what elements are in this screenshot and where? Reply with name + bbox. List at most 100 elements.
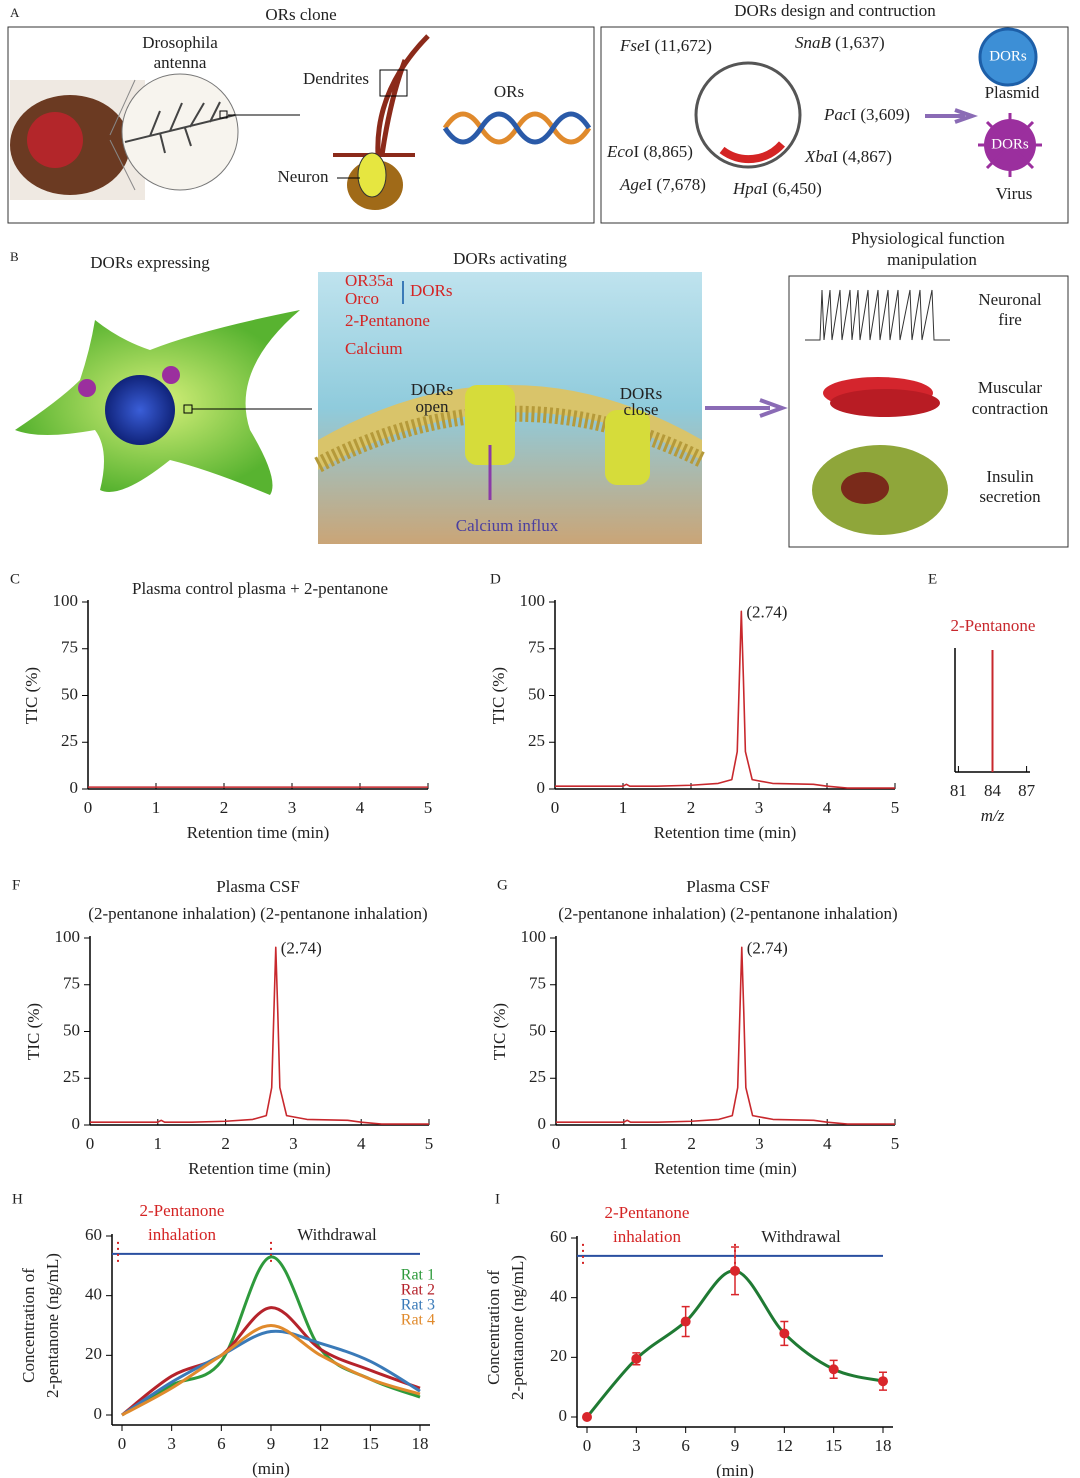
y-tick-label: 0 xyxy=(559,1406,568,1425)
label: DORs xyxy=(989,48,1027,64)
y-tick-label: 75 xyxy=(529,974,546,993)
panel-label: E xyxy=(928,571,937,587)
data-point xyxy=(730,1265,740,1276)
y-tick-label: 0 xyxy=(538,1114,547,1133)
x-tick-label: 1 xyxy=(620,1134,629,1153)
enzyme: Pac xyxy=(823,105,851,124)
x-axis-label: m/z xyxy=(981,806,1005,825)
panel-title: DORs activating xyxy=(453,249,567,268)
annotation: (2.74) xyxy=(281,938,322,957)
label: Neuron xyxy=(278,167,329,186)
x-tick-label: 2 xyxy=(687,1134,696,1153)
label: close xyxy=(624,400,659,419)
dna xyxy=(442,111,592,145)
x-tick-label: 0 xyxy=(552,1134,561,1153)
x-tick-label: 3 xyxy=(755,798,764,817)
label: Insulin xyxy=(986,467,1034,486)
x-tick-label: 15 xyxy=(825,1436,842,1455)
nucleus xyxy=(105,375,175,445)
annotation: Withdrawal xyxy=(297,1225,377,1244)
x-tick-label: 5 xyxy=(891,1134,900,1153)
panel-label: D xyxy=(490,571,501,587)
site-position: I (7,678) xyxy=(646,175,705,194)
data-line xyxy=(90,946,429,1125)
label: contraction xyxy=(972,399,1049,418)
y-tick-label: 20 xyxy=(550,1346,567,1365)
label: Muscular xyxy=(978,378,1043,397)
annotation: (2.74) xyxy=(747,938,788,957)
x-tick-label: 4 xyxy=(357,1134,366,1153)
y-tick-label: 75 xyxy=(61,638,78,657)
chart-title: 2-Pentanone xyxy=(951,616,1036,635)
box xyxy=(219,110,228,119)
y-axis-label: 2-pentanone (ng/mL) xyxy=(508,1255,527,1400)
restriction-site: EcoI (8,865) xyxy=(606,142,693,161)
legend-entry: Rat 3 xyxy=(401,1297,435,1314)
bilayer xyxy=(318,385,702,470)
chart-title: Plasma control plasma + 2-pentanone xyxy=(132,579,388,598)
panel-label: B xyxy=(10,249,19,264)
y-tick-label: 25 xyxy=(528,731,545,750)
y-tick-label: 0 xyxy=(70,778,79,797)
x-tick-label: 0 xyxy=(551,798,560,817)
annotation: (2.74) xyxy=(746,602,787,621)
label: Dendrites xyxy=(303,69,369,88)
x-tick-label: 5 xyxy=(891,798,900,817)
annotation: 2-Pentanone xyxy=(605,1203,690,1222)
legend-group: DORs xyxy=(410,281,453,300)
y-tick-label: 40 xyxy=(550,1287,567,1306)
y-tick-label: 0 xyxy=(94,1404,103,1423)
panel-title: manipulation xyxy=(887,250,977,269)
x-axis-label: Retention time (min) xyxy=(187,823,330,842)
label: DORs xyxy=(991,136,1029,152)
y-axis-label: TIC (%) xyxy=(489,667,508,724)
y-tick-label: 0 xyxy=(537,778,546,797)
arrow xyxy=(925,108,979,124)
y-tick-label: 60 xyxy=(550,1227,567,1246)
plasmid-map xyxy=(694,61,802,169)
y-axis-label: Concentration of xyxy=(19,1268,38,1383)
data-point xyxy=(582,1412,592,1422)
channel xyxy=(605,410,650,485)
virus xyxy=(78,379,96,397)
x-tick-label: 0 xyxy=(118,1434,127,1453)
y-tick-label: 50 xyxy=(63,1020,80,1039)
plasmid-icon xyxy=(978,27,1038,87)
legend-entry: Orco xyxy=(345,289,379,308)
enzyme: Hpa xyxy=(732,179,762,198)
y-tick-label: 100 xyxy=(55,927,81,946)
label: Plasmid xyxy=(985,83,1040,102)
panel-label: I xyxy=(495,1191,500,1207)
y-tick-label: 0 xyxy=(72,1114,81,1133)
data-line xyxy=(121,1329,421,1417)
panel-label: G xyxy=(497,877,508,893)
label: Calcium influx xyxy=(456,516,559,535)
data-line xyxy=(121,1306,421,1417)
x-tick-label: 18 xyxy=(412,1434,429,1453)
enzyme: Xba xyxy=(804,147,832,166)
panel-title: Physiological function xyxy=(851,229,1005,248)
x-tick-label: 12 xyxy=(776,1436,793,1455)
label: Neuronal xyxy=(978,290,1042,309)
legend-entry: Calcium xyxy=(345,339,403,358)
enzyme: SnaB xyxy=(795,33,832,52)
muscle xyxy=(830,389,940,417)
neuron-body xyxy=(357,152,387,198)
chart-title: Plasma CSF xyxy=(686,877,770,896)
x-tick-label: 2 xyxy=(221,1134,230,1153)
y-axis-label: 2-pentanone (ng/mL) xyxy=(43,1253,62,1398)
data-point xyxy=(631,1353,642,1364)
label: DORs xyxy=(411,380,454,399)
x-tick-label: 81 xyxy=(950,781,967,800)
plasmid-insert xyxy=(719,141,786,164)
x-axis-label: (min) xyxy=(252,1459,290,1478)
site-position: I (6,450) xyxy=(762,179,821,198)
site-position: I (8,865) xyxy=(633,142,692,161)
legend-entry: Rat 4 xyxy=(401,1312,435,1329)
box xyxy=(7,26,595,224)
annotation: 2-Pentanone xyxy=(140,1201,225,1220)
x-tick-label: 18 xyxy=(875,1436,892,1455)
x-tick-label: 0 xyxy=(583,1436,592,1455)
panel-label: C xyxy=(10,571,20,587)
